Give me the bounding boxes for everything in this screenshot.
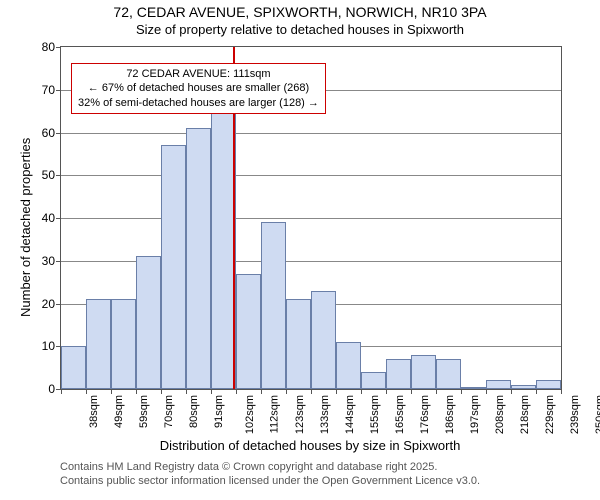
histogram-bar [286, 299, 311, 389]
y-tick-label: 20 [42, 297, 55, 311]
x-tick-mark [161, 389, 162, 394]
x-axis-label: Distribution of detached houses by size … [60, 438, 560, 453]
x-tick-label: 49sqm [113, 395, 125, 428]
histogram-bar [136, 256, 161, 389]
footer-line-2: Contains public sector information licen… [60, 474, 480, 488]
annotation-box: 72 CEDAR AVENUE: 111sqm← 67% of detached… [71, 63, 326, 114]
y-tick-mark [56, 175, 61, 176]
x-tick-label: 144sqm [344, 395, 356, 434]
y-tick-label: 40 [42, 211, 55, 225]
x-tick-mark [61, 389, 62, 394]
x-tick-mark [136, 389, 137, 394]
y-tick-mark [56, 218, 61, 219]
histogram-bar [461, 387, 486, 389]
histogram-bar [86, 299, 111, 389]
y-tick-mark [56, 133, 61, 134]
x-tick-label: 176sqm [419, 395, 431, 434]
x-tick-label: 59sqm [138, 395, 150, 428]
histogram-bar [236, 274, 261, 389]
x-tick-label: 250sqm [594, 395, 600, 434]
x-tick-label: 91sqm [213, 395, 225, 428]
y-tick-label: 0 [48, 382, 55, 396]
x-tick-label: 102sqm [244, 395, 256, 434]
x-tick-mark [436, 389, 437, 394]
x-tick-label: 123sqm [294, 395, 306, 434]
x-tick-label: 197sqm [469, 395, 481, 434]
x-tick-mark [386, 389, 387, 394]
x-tick-label: 218sqm [519, 395, 531, 434]
histogram-bar [536, 380, 561, 389]
x-tick-mark [361, 389, 362, 394]
histogram-bar [361, 372, 386, 389]
chart-subtitle: Size of property relative to detached ho… [0, 22, 600, 37]
chart-container: 72, CEDAR AVENUE, SPIXWORTH, NORWICH, NR… [0, 0, 600, 500]
histogram-bar [436, 359, 461, 389]
gridline [61, 218, 561, 219]
chart-title: 72, CEDAR AVENUE, SPIXWORTH, NORWICH, NR… [0, 0, 600, 22]
y-tick-mark [56, 261, 61, 262]
x-tick-mark [211, 389, 212, 394]
x-tick-mark [461, 389, 462, 394]
y-tick-label: 10 [42, 339, 55, 353]
y-tick-label: 30 [42, 254, 55, 268]
histogram-bar [61, 346, 86, 389]
annotation-line: 32% of semi-detached houses are larger (… [78, 96, 319, 110]
x-tick-mark [286, 389, 287, 394]
y-tick-label: 70 [42, 83, 55, 97]
x-tick-label: 38sqm [88, 395, 100, 428]
y-tick-mark [56, 47, 61, 48]
x-tick-mark [261, 389, 262, 394]
histogram-bar [486, 380, 511, 389]
y-tick-label: 80 [42, 40, 55, 54]
histogram-bar [386, 359, 411, 389]
histogram-bar [336, 342, 361, 389]
x-tick-label: 186sqm [444, 395, 456, 434]
histogram-bar [311, 291, 336, 389]
x-tick-label: 112sqm [268, 395, 280, 433]
histogram-bar [511, 385, 536, 389]
y-axis-label: Number of detached properties [18, 138, 33, 317]
x-tick-mark [111, 389, 112, 394]
x-tick-label: 80sqm [188, 395, 200, 428]
x-tick-mark [311, 389, 312, 394]
y-tick-mark [56, 90, 61, 91]
x-tick-label: 70sqm [163, 395, 175, 428]
x-tick-mark [186, 389, 187, 394]
histogram-bar [186, 128, 211, 389]
annotation-line: 72 CEDAR AVENUE: 111sqm [78, 67, 319, 81]
x-tick-mark [561, 389, 562, 394]
x-tick-label: 229sqm [544, 395, 556, 434]
x-tick-label: 208sqm [494, 395, 506, 434]
x-tick-mark [511, 389, 512, 394]
y-tick-mark [56, 304, 61, 305]
attribution-footer: Contains HM Land Registry data © Crown c… [60, 460, 480, 489]
histogram-bar [161, 145, 186, 389]
y-tick-label: 50 [42, 168, 55, 182]
gridline [61, 133, 561, 134]
y-tick-label: 60 [42, 126, 55, 140]
x-tick-label: 133sqm [319, 395, 331, 434]
x-tick-mark [336, 389, 337, 394]
x-tick-mark [236, 389, 237, 394]
x-tick-label: 165sqm [394, 395, 406, 434]
x-tick-mark [411, 389, 412, 394]
histogram-bar [261, 222, 286, 389]
x-tick-mark [486, 389, 487, 394]
histogram-bar [111, 299, 136, 389]
footer-line-1: Contains HM Land Registry data © Crown c… [60, 460, 480, 474]
x-tick-label: 239sqm [569, 395, 581, 434]
x-tick-mark [536, 389, 537, 394]
histogram-bar [411, 355, 436, 389]
annotation-line: ← 67% of detached houses are smaller (26… [78, 81, 319, 95]
plot-area: 0102030405060708038sqm49sqm59sqm70sqm80s… [60, 46, 562, 390]
gridline [61, 175, 561, 176]
x-tick-label: 155sqm [369, 395, 381, 434]
x-tick-mark [86, 389, 87, 394]
